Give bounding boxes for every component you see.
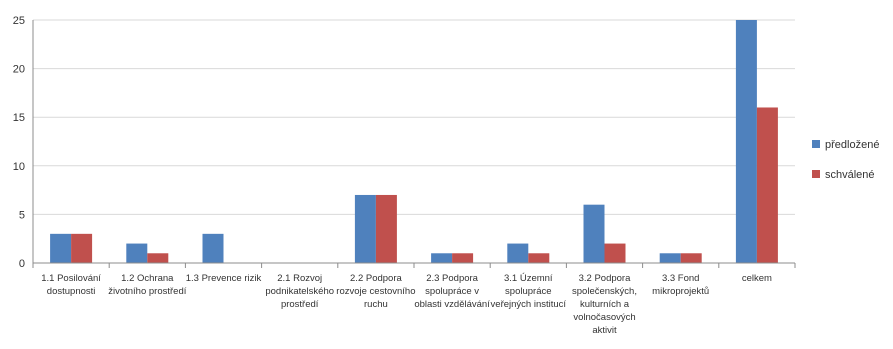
bar-schválené-5: [452, 253, 474, 263]
x-category-label: celkem: [742, 273, 772, 284]
bar-schválené-4: [375, 194, 397, 263]
x-axis: 1.1 Posilování dostupnosti 1.2 Ochrana živo…: [32, 262, 796, 336]
y-tick-label: 25: [13, 15, 25, 27]
bar-předložené-0: [50, 233, 72, 263]
y-tick-label: 5: [19, 209, 25, 221]
bar-předložené-4: [354, 194, 376, 263]
x-category-label: 2.1 Rozvoj podnikatelského prostředí: [265, 273, 334, 310]
bar-předložené-6: [507, 243, 529, 263]
bar-předložené-2: [202, 233, 224, 263]
bar-předložené-7: [583, 204, 605, 263]
bar-schválené-6: [528, 253, 550, 263]
bar-předložené-1: [126, 243, 148, 263]
bar-schválené-1: [147, 253, 169, 263]
bar-předložené-9: [735, 20, 757, 263]
y-tick-label: 15: [13, 112, 25, 124]
legend-label-schválené: schválené: [825, 169, 875, 181]
bar-schválené-7: [604, 243, 626, 263]
x-category-label: 3.1 Územní spolupráce veřejných institucí: [491, 273, 567, 310]
y-tick-label: 0: [19, 258, 25, 270]
y-tick-label: 10: [13, 161, 25, 173]
x-category-label: 3.3 Fond mikroprojektů: [652, 273, 709, 297]
legend: předložené schválené: [812, 139, 879, 181]
x-category-label: 2.3 Podpora spolupráce v oblasti vzděláván…: [414, 273, 490, 310]
legend-label-předložené: předložené: [825, 139, 879, 151]
bar-předložené-8: [659, 253, 681, 263]
y-tick-label: 20: [13, 64, 25, 76]
bar-schválené-9: [756, 107, 778, 263]
bar-předložené-5: [431, 253, 453, 263]
bars: [50, 20, 778, 263]
legend-swatch-schválené: [812, 170, 820, 178]
gridlines: [33, 19, 795, 264]
x-category-label: 1.3 Prevence rizik: [186, 273, 262, 284]
bar-schválené-8: [680, 253, 702, 263]
legend-swatch-předložené: [812, 140, 820, 148]
bar-schválené-0: [71, 233, 93, 263]
y-axis: 0 5 10 15 20 25: [13, 15, 34, 270]
x-category-label: 1.2 Ochrana životního prostředí: [108, 273, 187, 297]
x-category-label: 2.2 Podpora rozvoje cestovního ruchu: [336, 273, 415, 310]
x-category-label: 3.2 Podpora společenských, kulturních a vol…: [572, 273, 637, 336]
x-category-label: 1.1 Posilování dostupnosti: [41, 273, 101, 297]
